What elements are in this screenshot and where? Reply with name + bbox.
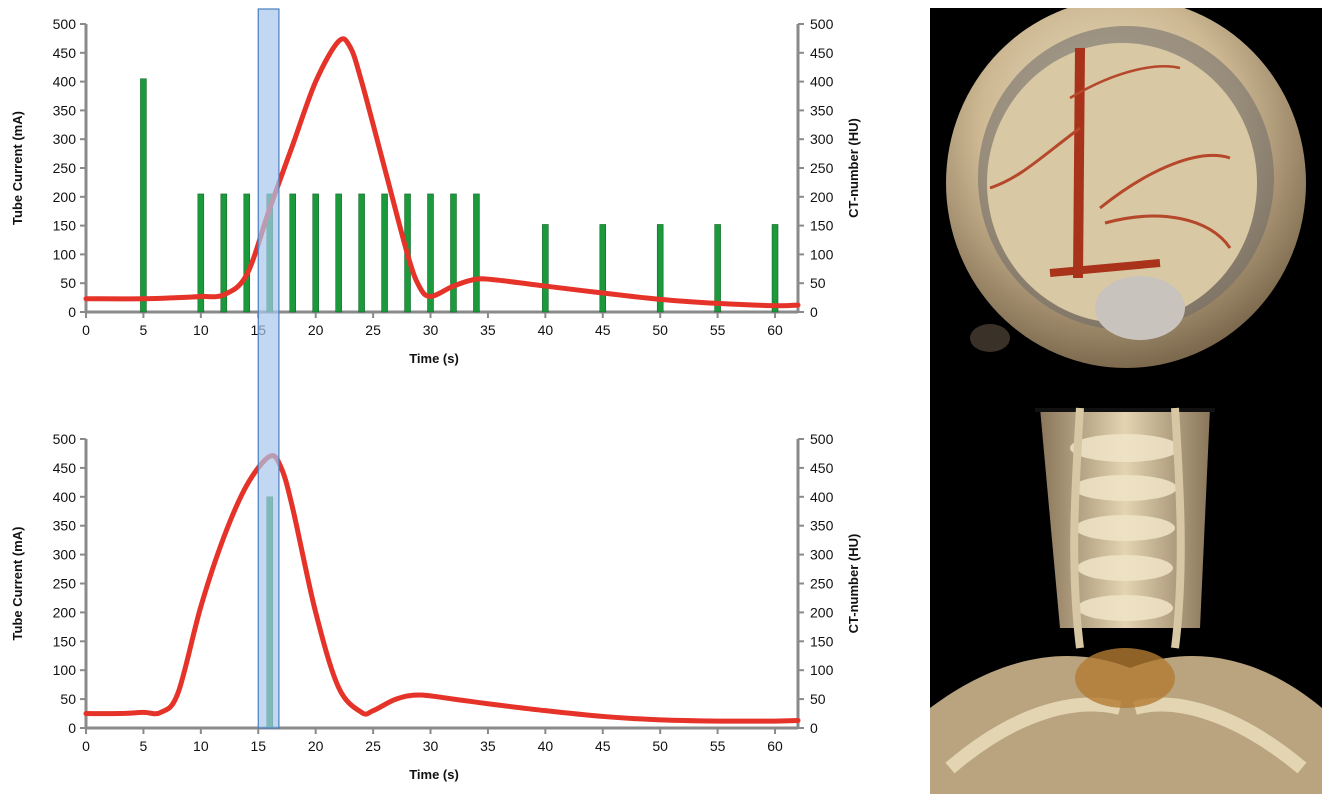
y2-tick-label: 100 (810, 662, 834, 678)
x-axis-label: Time (s) (409, 351, 459, 366)
y2-tick-label: 250 (810, 160, 834, 176)
y2-tick-label: 0 (810, 720, 818, 736)
x-axis-label: Time (s) (409, 767, 459, 782)
x-tick-label: 25 (365, 738, 381, 754)
x-tick-label: 0 (82, 322, 90, 338)
y2-tick-label: 500 (810, 431, 834, 447)
x-tick-label: 40 (538, 738, 554, 754)
y-axis-label: Tube Current (mA) (10, 111, 25, 225)
x-tick-label: 30 (423, 322, 439, 338)
y2-axis-label: CT-number (HU) (846, 118, 861, 218)
y-tick-label: 150 (53, 218, 77, 234)
y2-tick-label: 400 (810, 74, 834, 90)
tube-current-bar (599, 224, 607, 313)
tube-current-bar (197, 193, 205, 313)
y2-tick-label: 500 (810, 16, 834, 32)
x-tick-label: 10 (193, 738, 209, 754)
y-tick-label: 50 (60, 275, 76, 291)
ct-angiography-image (930, 8, 1322, 794)
tube-current-bar (656, 224, 664, 313)
y-tick-label: 400 (53, 489, 77, 505)
x-tick-label: 20 (308, 322, 324, 338)
y-tick-label: 500 (53, 431, 77, 447)
x-tick-label: 45 (595, 322, 611, 338)
ct-number-curve (83, 453, 801, 724)
y-tick-label: 250 (53, 576, 77, 592)
x-tick-label: 60 (767, 738, 783, 754)
tube-current-bar (771, 224, 779, 313)
y-tick-label: 450 (53, 45, 77, 61)
tube-current-bar (312, 193, 319, 313)
y2-axis-label: CT-number (HU) (846, 534, 861, 634)
tube-current-bar (335, 193, 342, 313)
y2-tick-label: 250 (810, 576, 834, 592)
y2-tick-label: 100 (810, 246, 834, 262)
y-tick-label: 0 (68, 304, 76, 320)
tube-current-bar (450, 193, 457, 313)
y-tick-label: 200 (53, 604, 77, 620)
y2-tick-label: 300 (810, 131, 834, 147)
y-tick-label: 100 (53, 662, 77, 678)
y2-tick-label: 450 (810, 45, 834, 61)
tube-current-bar (243, 193, 251, 313)
y2-tick-label: 350 (810, 518, 834, 534)
y-tick-label: 350 (53, 102, 77, 118)
x-tick-label: 35 (480, 322, 496, 338)
x-tick-label: 55 (710, 738, 726, 754)
tube-current-bar (140, 78, 147, 313)
y2-tick-label: 150 (810, 633, 834, 649)
x-tick-label: 15 (250, 738, 266, 754)
ct-number-curve (83, 36, 801, 309)
x-tick-label: 20 (308, 738, 324, 754)
y-tick-label: 450 (53, 460, 77, 476)
y-tick-label: 400 (53, 74, 77, 90)
y-tick-label: 500 (53, 16, 77, 32)
tube-current-bar (358, 193, 365, 313)
y-tick-label: 200 (53, 189, 77, 205)
tube-current-bar (427, 193, 434, 313)
x-tick-label: 0 (82, 738, 90, 754)
y-tick-label: 150 (53, 633, 77, 649)
x-tick-label: 25 (365, 322, 381, 338)
x-tick-label: 40 (538, 322, 554, 338)
tube-current-bar (714, 224, 721, 313)
tube-current-bar (473, 193, 480, 313)
y-tick-label: 0 (68, 720, 76, 736)
x-tick-label: 5 (140, 322, 148, 338)
y-tick-label: 300 (53, 131, 77, 147)
y2-tick-label: 200 (810, 189, 834, 205)
y2-tick-label: 350 (810, 102, 834, 118)
y-axis-label: Tube Current (mA) (10, 527, 25, 641)
y2-tick-label: 50 (810, 691, 826, 707)
x-tick-label: 30 (423, 738, 439, 754)
x-tick-label: 45 (595, 738, 611, 754)
y2-tick-label: 50 (810, 275, 826, 291)
y-tick-label: 100 (53, 246, 77, 262)
tube-current-bar (542, 224, 549, 313)
y2-tick-label: 150 (810, 218, 834, 234)
y-tick-label: 300 (53, 547, 77, 563)
tube-current-bar (381, 193, 388, 313)
x-tick-label: 10 (193, 322, 209, 338)
x-tick-label: 55 (710, 322, 726, 338)
scan-window-highlight (257, 8, 280, 729)
y2-tick-label: 0 (810, 304, 818, 320)
y2-tick-label: 400 (810, 489, 834, 505)
x-tick-label: 60 (767, 322, 783, 338)
tube-current-bar (220, 193, 228, 313)
x-tick-label: 50 (652, 322, 668, 338)
x-tick-label: 5 (140, 738, 148, 754)
y2-tick-label: 300 (810, 547, 834, 563)
y-tick-label: 50 (60, 691, 76, 707)
x-tick-label: 50 (652, 738, 668, 754)
y2-tick-label: 200 (810, 604, 834, 620)
x-tick-label: 35 (480, 738, 496, 754)
y2-tick-label: 450 (810, 460, 834, 476)
y-tick-label: 250 (53, 160, 77, 176)
y-tick-label: 350 (53, 518, 77, 534)
tube-current-bar (289, 193, 296, 313)
